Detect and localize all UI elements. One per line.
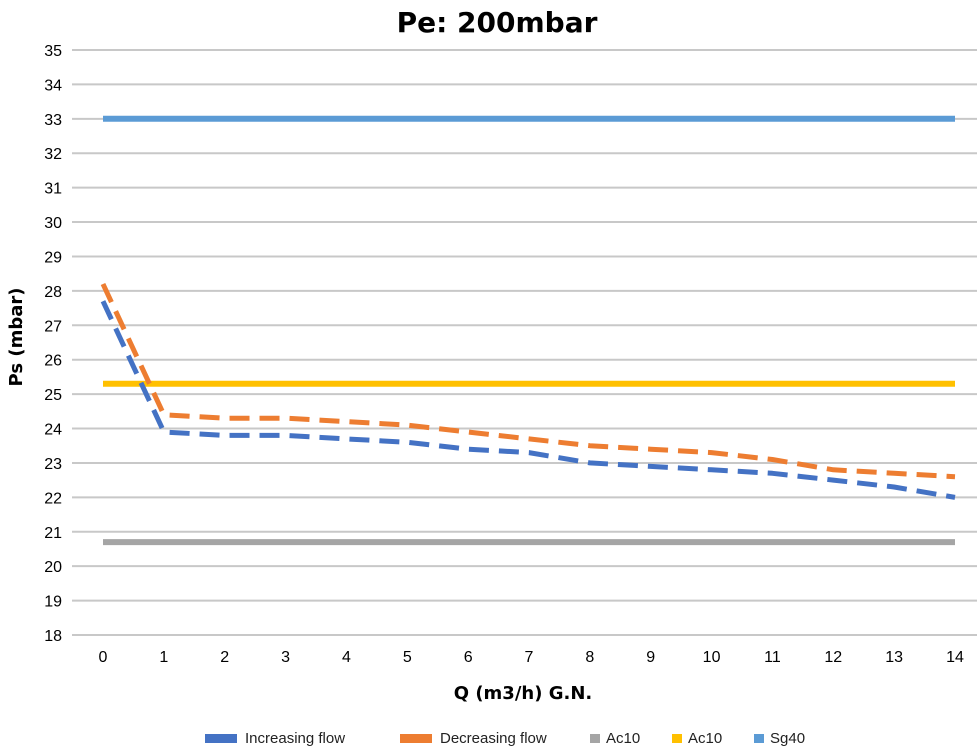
y-axis-ticks: 18 19 20 21 22 23 24 25 26 27 28 29 30 31 32 33 34 35 [44, 43, 62, 645]
y-tick-label: 20 [44, 559, 62, 576]
legend-label: Sg40 [770, 730, 805, 747]
y-tick-label: 24 [44, 422, 62, 439]
y-tick-label: 25 [44, 387, 62, 404]
x-tick-label: 12 [824, 649, 842, 666]
series-line [100, 300, 956, 500]
legend-swatch [754, 734, 764, 743]
x-tick-label: 3 [281, 649, 290, 666]
y-tick-label: 34 [44, 77, 62, 94]
y-tick-label: 32 [44, 146, 62, 163]
y-tick-label: 27 [44, 318, 62, 335]
y-axis-label: Ps (mbar) [6, 288, 27, 387]
legend-swatch [205, 734, 237, 743]
y-tick-label: 21 [44, 525, 62, 542]
y-tick-label: 18 [44, 628, 62, 645]
x-tick-label: 4 [342, 649, 351, 666]
chart-title: Pe: 200mbar [397, 6, 598, 39]
legend-swatch [400, 734, 432, 743]
y-tick-label: 26 [44, 353, 62, 370]
y-tick-label: 31 [44, 181, 62, 198]
x-tick-label: 5 [403, 649, 412, 666]
y-tick-label: 30 [44, 215, 62, 232]
legend-swatch [672, 734, 682, 743]
gridlines [72, 49, 977, 636]
legend-label: Decreasing flow [440, 730, 547, 747]
x-tick-label: 7 [525, 649, 534, 666]
y-tick-label: 35 [44, 43, 62, 60]
x-tick-label: 6 [464, 649, 473, 666]
y-tick-label: 28 [44, 284, 62, 301]
legend-label: Ac10 [688, 730, 722, 747]
x-tick-label: 13 [885, 649, 903, 666]
x-tick-label: 8 [585, 649, 594, 666]
y-tick-label: 23 [44, 456, 62, 473]
x-axis-label: Q (m3/h) G.N. [454, 683, 592, 704]
x-tick-label: 1 [159, 649, 168, 666]
x-tick-label: 2 [220, 649, 229, 666]
x-tick-label: 11 [764, 649, 781, 666]
y-tick-label: 19 [44, 594, 62, 611]
legend-label: Increasing flow [245, 730, 345, 747]
x-tick-label: 10 [703, 649, 721, 666]
x-axis-ticks: 0 1 2 3 4 5 6 7 8 9 10 11 12 13 14 [99, 649, 964, 666]
legend: Increasing flow Decreasing flow Ac10 Ac10 Sg… [205, 730, 805, 747]
series-line [100, 282, 956, 480]
y-tick-label: 33 [44, 112, 62, 129]
legend-swatch [590, 734, 600, 743]
y-tick-label: 29 [44, 249, 62, 266]
series-lines [100, 115, 956, 546]
x-tick-label: 0 [99, 649, 108, 666]
x-tick-label: 9 [646, 649, 655, 666]
legend-label: Ac10 [606, 730, 640, 747]
y-tick-label: 22 [44, 490, 62, 507]
x-tick-label: 14 [946, 649, 964, 666]
